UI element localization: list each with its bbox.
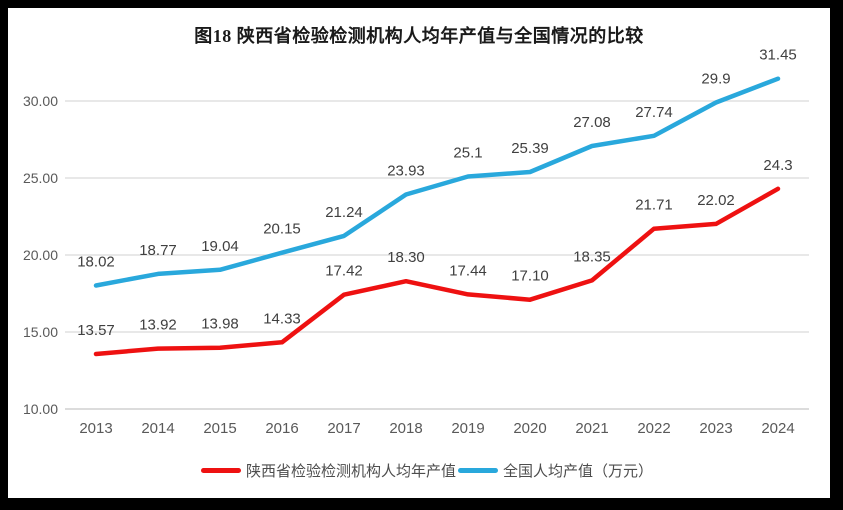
chart-title: 图18 陕西省检验检测机构人均年产值与全国情况的比较 [194, 26, 644, 46]
data-label: 25.39 [511, 140, 549, 157]
legend: 陕西省检验检测机构人均年产值 全国人均产值（万元） [16, 460, 838, 481]
data-label: 21.24 [325, 204, 363, 221]
y-tick-label: 25.00 [23, 170, 58, 186]
x-tick-label: 2015 [203, 420, 236, 437]
data-label: 22.02 [697, 192, 735, 209]
data-label: 13.98 [201, 316, 239, 333]
y-tick-label: 20.00 [23, 247, 58, 263]
x-tick-label: 2019 [451, 420, 484, 437]
data-label: 19.04 [201, 238, 239, 255]
data-label: 23.93 [387, 163, 425, 180]
legend-label-national: 全国人均产值（万元） [503, 463, 654, 480]
data-label: 13.57 [77, 322, 115, 339]
data-label: 17.42 [325, 263, 363, 280]
data-label: 24.3 [763, 157, 792, 174]
legend-label-shaanxi: 陕西省检验检测机构人均年产值 [245, 463, 456, 480]
data-label: 25.1 [453, 145, 482, 162]
data-label: 21.71 [635, 197, 673, 214]
x-tick-label: 2024 [761, 420, 794, 437]
x-tick-label: 2023 [699, 420, 732, 437]
legend-swatch-shaanxi-icon [200, 468, 241, 473]
y-tick-label: 30.00 [23, 93, 58, 109]
x-tick-label: 2014 [141, 420, 174, 437]
data-label: 18.02 [77, 254, 115, 271]
data-label: 18.30 [387, 249, 425, 266]
y-tick-label: 10.00 [23, 401, 58, 417]
x-tick-label: 2020 [513, 420, 546, 437]
x-tick-label: 2013 [79, 420, 112, 437]
x-tick-label: 2016 [265, 420, 298, 437]
data-label: 27.08 [573, 114, 611, 131]
x-tick-label: 2017 [327, 420, 360, 437]
data-label: 29.9 [701, 71, 730, 88]
x-tick-label: 2022 [637, 420, 670, 437]
legend-item-shaanxi[interactable]: 陕西省检验检测机构人均年产值 [200, 460, 456, 481]
data-label: 31.45 [759, 47, 797, 64]
data-label: 17.10 [511, 268, 549, 285]
legend-swatch-national-icon [458, 468, 498, 473]
x-tick-label: 2021 [575, 420, 608, 437]
data-label: 18.77 [139, 242, 177, 259]
data-label: 17.44 [449, 262, 487, 279]
data-label: 18.35 [573, 248, 611, 265]
series-line-1[interactable] [93, 76, 781, 288]
legend-item-national[interactable]: 全国人均产值（万元） [458, 460, 653, 481]
x-tick-label: 2018 [389, 420, 422, 437]
line-chart: 10.00 15.00 20.00 25.00 30.00 2013 2014 2015 201… [23, 47, 809, 437]
data-label: 27.74 [635, 104, 673, 121]
data-label: 13.92 [139, 317, 177, 334]
series-line-0[interactable] [93, 186, 781, 357]
chart-canvas: 图18 陕西省检验检测机构人均年产值与全国情况的比较 10.00 15.00 20.… [8, 8, 830, 498]
data-label: 14.33 [263, 310, 301, 327]
data-label: 20.15 [263, 221, 301, 238]
y-tick-label: 15.00 [23, 324, 58, 340]
